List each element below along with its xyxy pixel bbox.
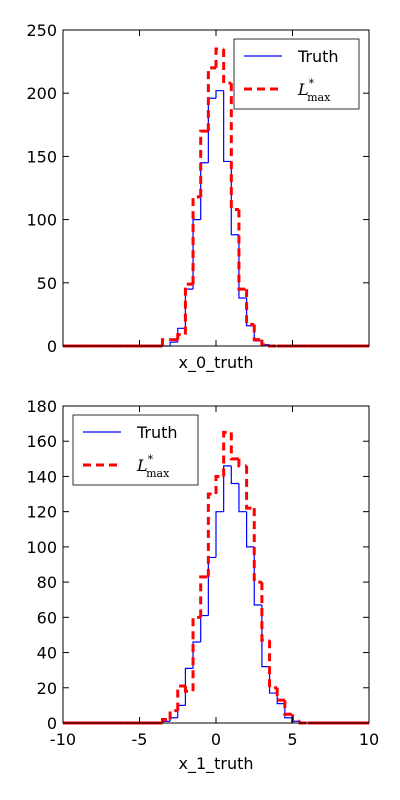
histogram-step <box>183 686 194 693</box>
y-tick-label: 100 <box>26 538 57 557</box>
x-axis-label: x_1_truth <box>178 754 253 774</box>
histogram-step <box>214 47 224 68</box>
histogram-step <box>223 465 232 512</box>
y-tick-label: 0 <box>47 714 57 733</box>
histogram-step <box>238 483 247 513</box>
histogram-step <box>245 465 255 510</box>
histogram-step <box>199 575 209 618</box>
legend-box <box>72 414 199 486</box>
x-tick-label: -10 <box>50 730 76 749</box>
y-tick-label: 200 <box>26 84 57 103</box>
y-tick-label: 120 <box>26 503 57 522</box>
histogram-step <box>176 333 186 340</box>
histogram-step <box>246 511 255 548</box>
x-tick-label: 10 <box>359 730 379 749</box>
x-tick-label: 0 <box>211 730 221 749</box>
y-tick-label: 140 <box>26 467 57 486</box>
histogram-step <box>215 511 224 558</box>
histogram-step <box>245 289 255 327</box>
legend-subscript: max <box>146 467 170 480</box>
y-tick-label: 100 <box>26 211 57 230</box>
y-tick-label: 150 <box>26 147 57 166</box>
histogram-step <box>206 492 216 577</box>
histogram-step <box>237 209 247 291</box>
legend-label: L* max <box>297 77 331 104</box>
y-tick-label: 50 <box>37 274 57 293</box>
histogram-step <box>268 640 278 690</box>
histogram-step <box>276 693 285 705</box>
histogram-step <box>214 474 224 495</box>
histogram-step <box>191 615 201 692</box>
legend-label: L* max <box>136 453 170 480</box>
y-tick-label: 0 <box>47 337 57 356</box>
histogram-step <box>200 162 209 220</box>
histogram-step <box>200 614 209 642</box>
x-tick-label: -5 <box>132 730 148 749</box>
legend: Truth L* max <box>72 414 199 486</box>
histogram-step <box>160 717 171 723</box>
y-tick-label: 60 <box>37 608 57 627</box>
legend-name: Truth <box>136 423 178 442</box>
histogram-step <box>184 667 194 706</box>
histogram-step <box>284 703 293 719</box>
histogram-step <box>275 687 285 702</box>
histogram-step <box>268 666 278 694</box>
legend-superscript: * <box>309 77 315 90</box>
legend-name: L <box>297 80 309 99</box>
y-tick-label: 20 <box>37 679 57 698</box>
legend-superscript: * <box>148 453 154 466</box>
histogram-step <box>207 556 216 616</box>
histogram-step <box>223 90 232 163</box>
legend-label: Truth <box>297 47 339 66</box>
histogram-step <box>260 582 270 642</box>
histogram-step <box>252 508 262 584</box>
histogram-step <box>160 338 171 346</box>
legend-box <box>233 38 360 110</box>
histogram-step <box>199 129 209 197</box>
histogram-step <box>222 48 232 85</box>
legend: Truth L* max <box>233 38 360 110</box>
histogram-step <box>206 66 216 132</box>
y-tick-label: 250 <box>26 21 57 40</box>
legend-subscript: max <box>307 91 331 104</box>
y-tick-label: 160 <box>26 432 57 451</box>
axes: 0 20 40 60 80 100 120 140 160 180 -10 -5 0 5 10 x_1_tru… <box>26 397 379 774</box>
histogram-step <box>229 432 239 461</box>
legend-label: Truth <box>136 423 178 442</box>
histogram-step <box>169 341 178 346</box>
histogram-step <box>215 90 224 99</box>
legend-name: L <box>136 456 148 475</box>
histogram-step <box>183 282 194 335</box>
histogram-step <box>260 339 270 347</box>
axes: 0 50 100 150 200 250 x_0_truth Truth L* max <box>26 21 370 373</box>
x-tick-label: 5 <box>287 730 297 749</box>
legend-name: Truth <box>297 47 339 66</box>
histogram-step <box>229 83 239 211</box>
x-axis-label: x_0_truth <box>178 353 253 373</box>
histogram-step <box>291 714 301 723</box>
histogram-step <box>176 684 186 711</box>
histogram-step <box>168 709 178 720</box>
y-tick-label: 40 <box>37 644 57 663</box>
histogram-step <box>237 458 247 468</box>
histogram-step <box>252 324 262 342</box>
histogram-step <box>230 465 239 485</box>
y-tick-label: 80 <box>37 573 57 592</box>
histogram-step <box>283 700 293 716</box>
y-tick-label: 180 <box>26 397 57 416</box>
histogram-step <box>191 195 201 285</box>
histogram-step <box>222 430 232 477</box>
histogram-step <box>230 161 239 236</box>
